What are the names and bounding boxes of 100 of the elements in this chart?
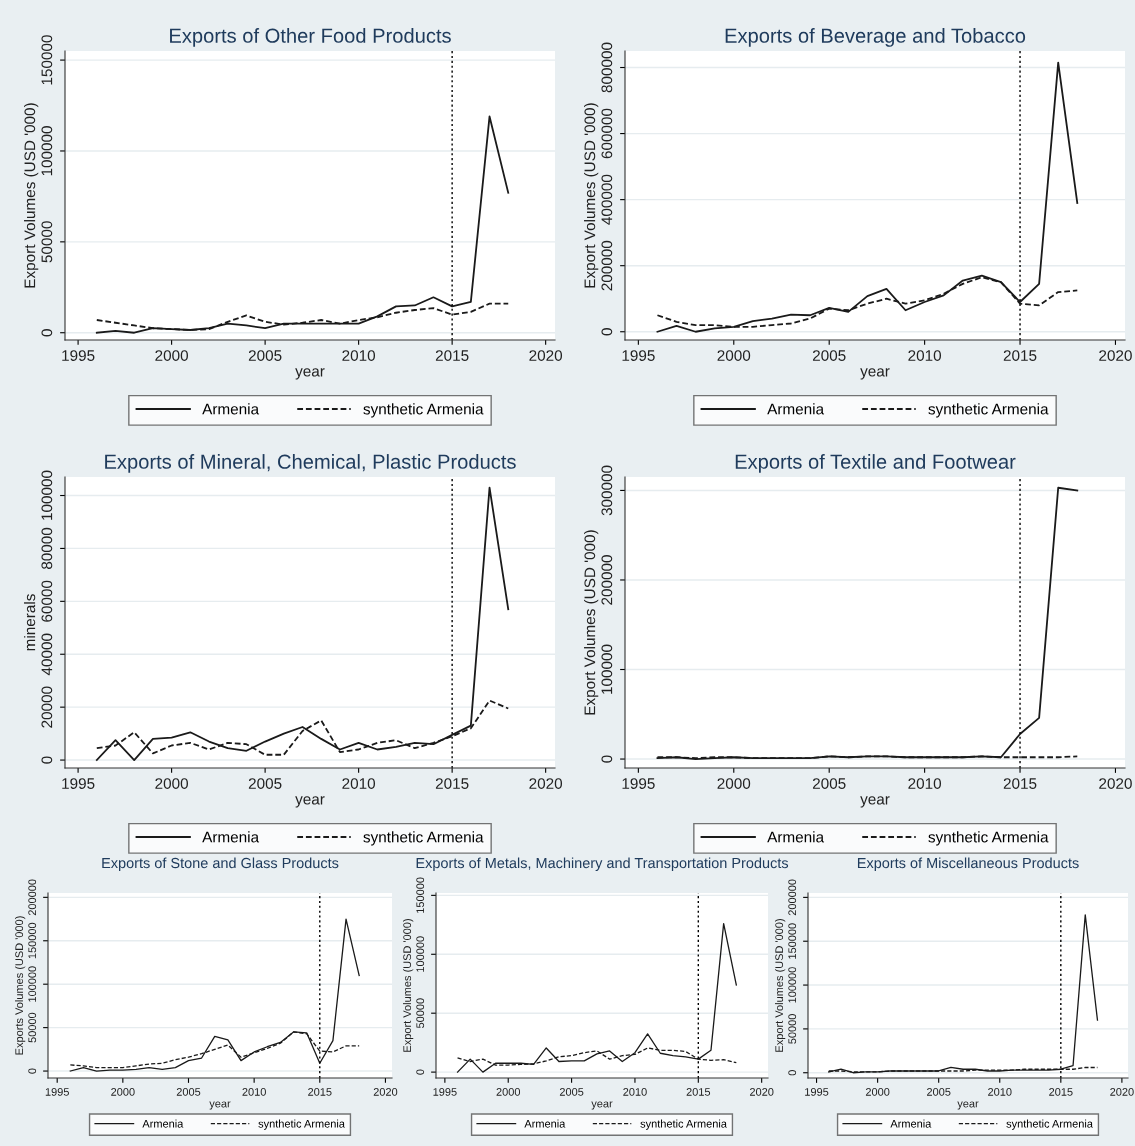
x-tick-label: 2020 — [1099, 778, 1132, 789]
y-tick-label: 60000 — [41, 580, 53, 622]
y-tick-label: 150000 — [41, 35, 53, 85]
y-tick-label: 0 — [41, 756, 53, 764]
x-tick-label: 2000 — [111, 1088, 135, 1096]
x-axis-title: year — [957, 1101, 979, 1110]
legend-label: Armenia — [524, 1119, 566, 1128]
x-tick-label: 2000 — [717, 350, 751, 361]
y-tick-label: 200000 — [601, 240, 613, 291]
y-tick-label: 50000 — [788, 1014, 797, 1044]
x-tick-label: 2015 — [435, 778, 469, 789]
legend-label: Armenia — [202, 831, 260, 843]
y-tick-label: 100000 — [601, 644, 613, 694]
x-axis-title: year — [295, 368, 325, 380]
x-tick-label: 2010 — [342, 350, 376, 361]
chart-title: Exports of Mineral, Chemical, Plastic Products — [105, 454, 516, 473]
y-tick-label: 100000 — [788, 967, 797, 1003]
y-tick-label: 50000 — [28, 1012, 37, 1043]
y-tick-label: 800000 — [601, 42, 613, 93]
y-tick-label: 0 — [416, 1069, 425, 1075]
y-tick-label: 200000 — [788, 879, 797, 916]
y-axis-title: Export Volumes (USD '000) — [774, 919, 786, 1052]
x-tick-label: 1995 — [433, 1088, 457, 1096]
y-tick-label: 400000 — [601, 174, 613, 225]
x-tick-label: 1995 — [62, 778, 95, 789]
y-axis-title: Exports Volumes (USD '000) — [14, 916, 26, 1055]
y-tick-label: 0 — [788, 1070, 797, 1076]
y-tick-label: 150000 — [788, 923, 797, 959]
x-tick-label: 2010 — [988, 1088, 1012, 1096]
x-tick-label: 2020 — [1110, 1088, 1134, 1096]
x-tick-label: 2005 — [559, 1088, 584, 1096]
x-tick-label: 2005 — [927, 1088, 951, 1096]
x-tick-label: 1995 — [62, 350, 95, 361]
x-axis-title: year — [209, 1101, 231, 1110]
x-tick-label: 2010 — [342, 778, 376, 789]
legend-label: Armenia — [767, 403, 825, 415]
x-tick-label: 1995 — [805, 1088, 829, 1096]
x-tick-label: 2020 — [373, 1088, 398, 1096]
x-tick-label: 1995 — [622, 350, 655, 361]
legend-label: synthetic Armenia — [363, 403, 484, 418]
y-tick-label: 0 — [41, 329, 53, 337]
y-tick-label: 0 — [28, 1068, 37, 1074]
y-tick-label: 20000 — [41, 686, 53, 728]
line-series — [95, 115, 510, 334]
y-axis-title: Export Volumes (USD '000) — [24, 103, 39, 288]
line-series — [656, 61, 1079, 333]
x-tick-label: 1995 — [45, 1088, 69, 1096]
legend-label: synthetic Armenia — [258, 1119, 345, 1130]
x-tick-label: 2020 — [749, 1088, 774, 1096]
x-tick-label: 2005 — [812, 778, 846, 789]
chart-title: Exports of Beverage and Tobacco — [725, 28, 1026, 47]
chart-title: Exports of Other Food Products — [170, 28, 451, 47]
legend-label: synthetic Armenia — [928, 831, 1049, 846]
legend-label: synthetic Armenia — [928, 403, 1049, 418]
x-tick-label: 2005 — [248, 350, 282, 361]
y-tick-label: 100000 — [41, 126, 53, 176]
legend-label: synthetic Armenia — [363, 831, 484, 846]
x-axis-title: year — [591, 1101, 613, 1110]
y-tick-label: 150000 — [28, 922, 37, 959]
legend-label: synthetic Armenia — [640, 1119, 727, 1130]
legend-label: Armenia — [767, 831, 825, 843]
y-axis-title: Export Volumes (USD '000) — [402, 919, 414, 1052]
x-tick-label: 2005 — [812, 350, 846, 361]
x-tick-label: 2000 — [155, 350, 188, 361]
x-axis-title: year — [860, 796, 890, 808]
chart-title: Exports of Miscellaneous Products — [857, 857, 1079, 872]
chart-title: Exports of Stone and Glass Products — [102, 857, 339, 872]
x-tick-label: 2010 — [908, 778, 942, 789]
x-tick-label: 2015 — [1003, 350, 1037, 361]
x-tick-label: 2015 — [1049, 1088, 1073, 1096]
y-tick-label: 0 — [601, 328, 613, 336]
x-tick-label: 1995 — [622, 778, 655, 789]
x-tick-label: 2000 — [155, 778, 188, 789]
y-axis-title: Export Volumes (USD '000) — [584, 103, 599, 288]
y-tick-label: 200000 — [601, 555, 613, 605]
legend-label: Armenia — [142, 1119, 184, 1128]
x-axis-title: year — [295, 796, 325, 808]
y-tick-label: 40000 — [41, 633, 53, 676]
line-series — [95, 486, 510, 761]
x-tick-label: 2015 — [1003, 778, 1037, 789]
x-tick-label: 2020 — [1099, 350, 1132, 361]
x-tick-label: 2010 — [242, 1088, 266, 1096]
y-tick-label: 100000 — [28, 966, 37, 1002]
y-tick-label: 50000 — [41, 221, 53, 263]
y-tick-label: 150000 — [416, 877, 425, 913]
x-tick-label: 2000 — [496, 1088, 521, 1096]
legend-label: Armenia — [890, 1119, 932, 1128]
x-tick-label: 2000 — [865, 1088, 890, 1096]
x-tick-label: 2015 — [435, 350, 469, 361]
y-tick-label: 50000 — [416, 998, 425, 1029]
y-tick-label: 0 — [601, 755, 613, 763]
y-axis-title: minerals — [24, 594, 36, 651]
x-tick-label: 2020 — [529, 350, 563, 361]
x-tick-label: 2005 — [176, 1088, 201, 1096]
x-tick-label: 2010 — [908, 350, 942, 361]
x-tick-label: 2015 — [686, 1088, 711, 1096]
y-axis-title: Export Volumes (USD '000) — [584, 530, 599, 715]
y-tick-label: 200000 — [28, 879, 37, 916]
x-tick-label: 2015 — [308, 1088, 332, 1096]
x-tick-label: 2005 — [248, 778, 282, 789]
